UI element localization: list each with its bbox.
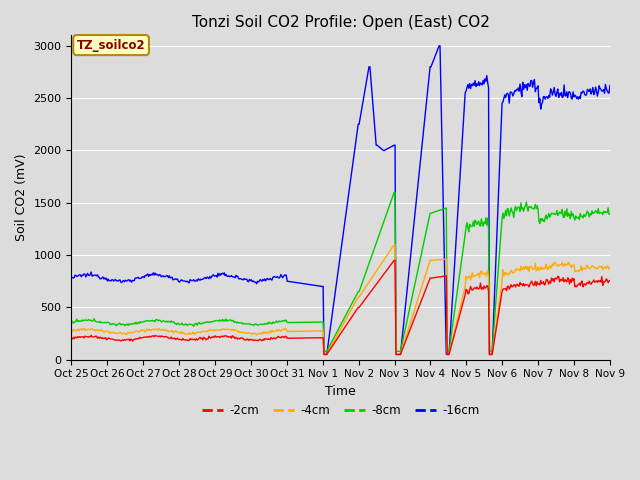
Text: TZ_soilco2: TZ_soilco2 <box>77 38 145 51</box>
Legend: -2cm, -4cm, -8cm, -16cm: -2cm, -4cm, -8cm, -16cm <box>197 399 484 422</box>
X-axis label: Time: Time <box>325 385 356 398</box>
Title: Tonzi Soil CO2 Profile: Open (East) CO2: Tonzi Soil CO2 Profile: Open (East) CO2 <box>192 15 490 30</box>
Y-axis label: Soil CO2 (mV): Soil CO2 (mV) <box>15 154 28 241</box>
